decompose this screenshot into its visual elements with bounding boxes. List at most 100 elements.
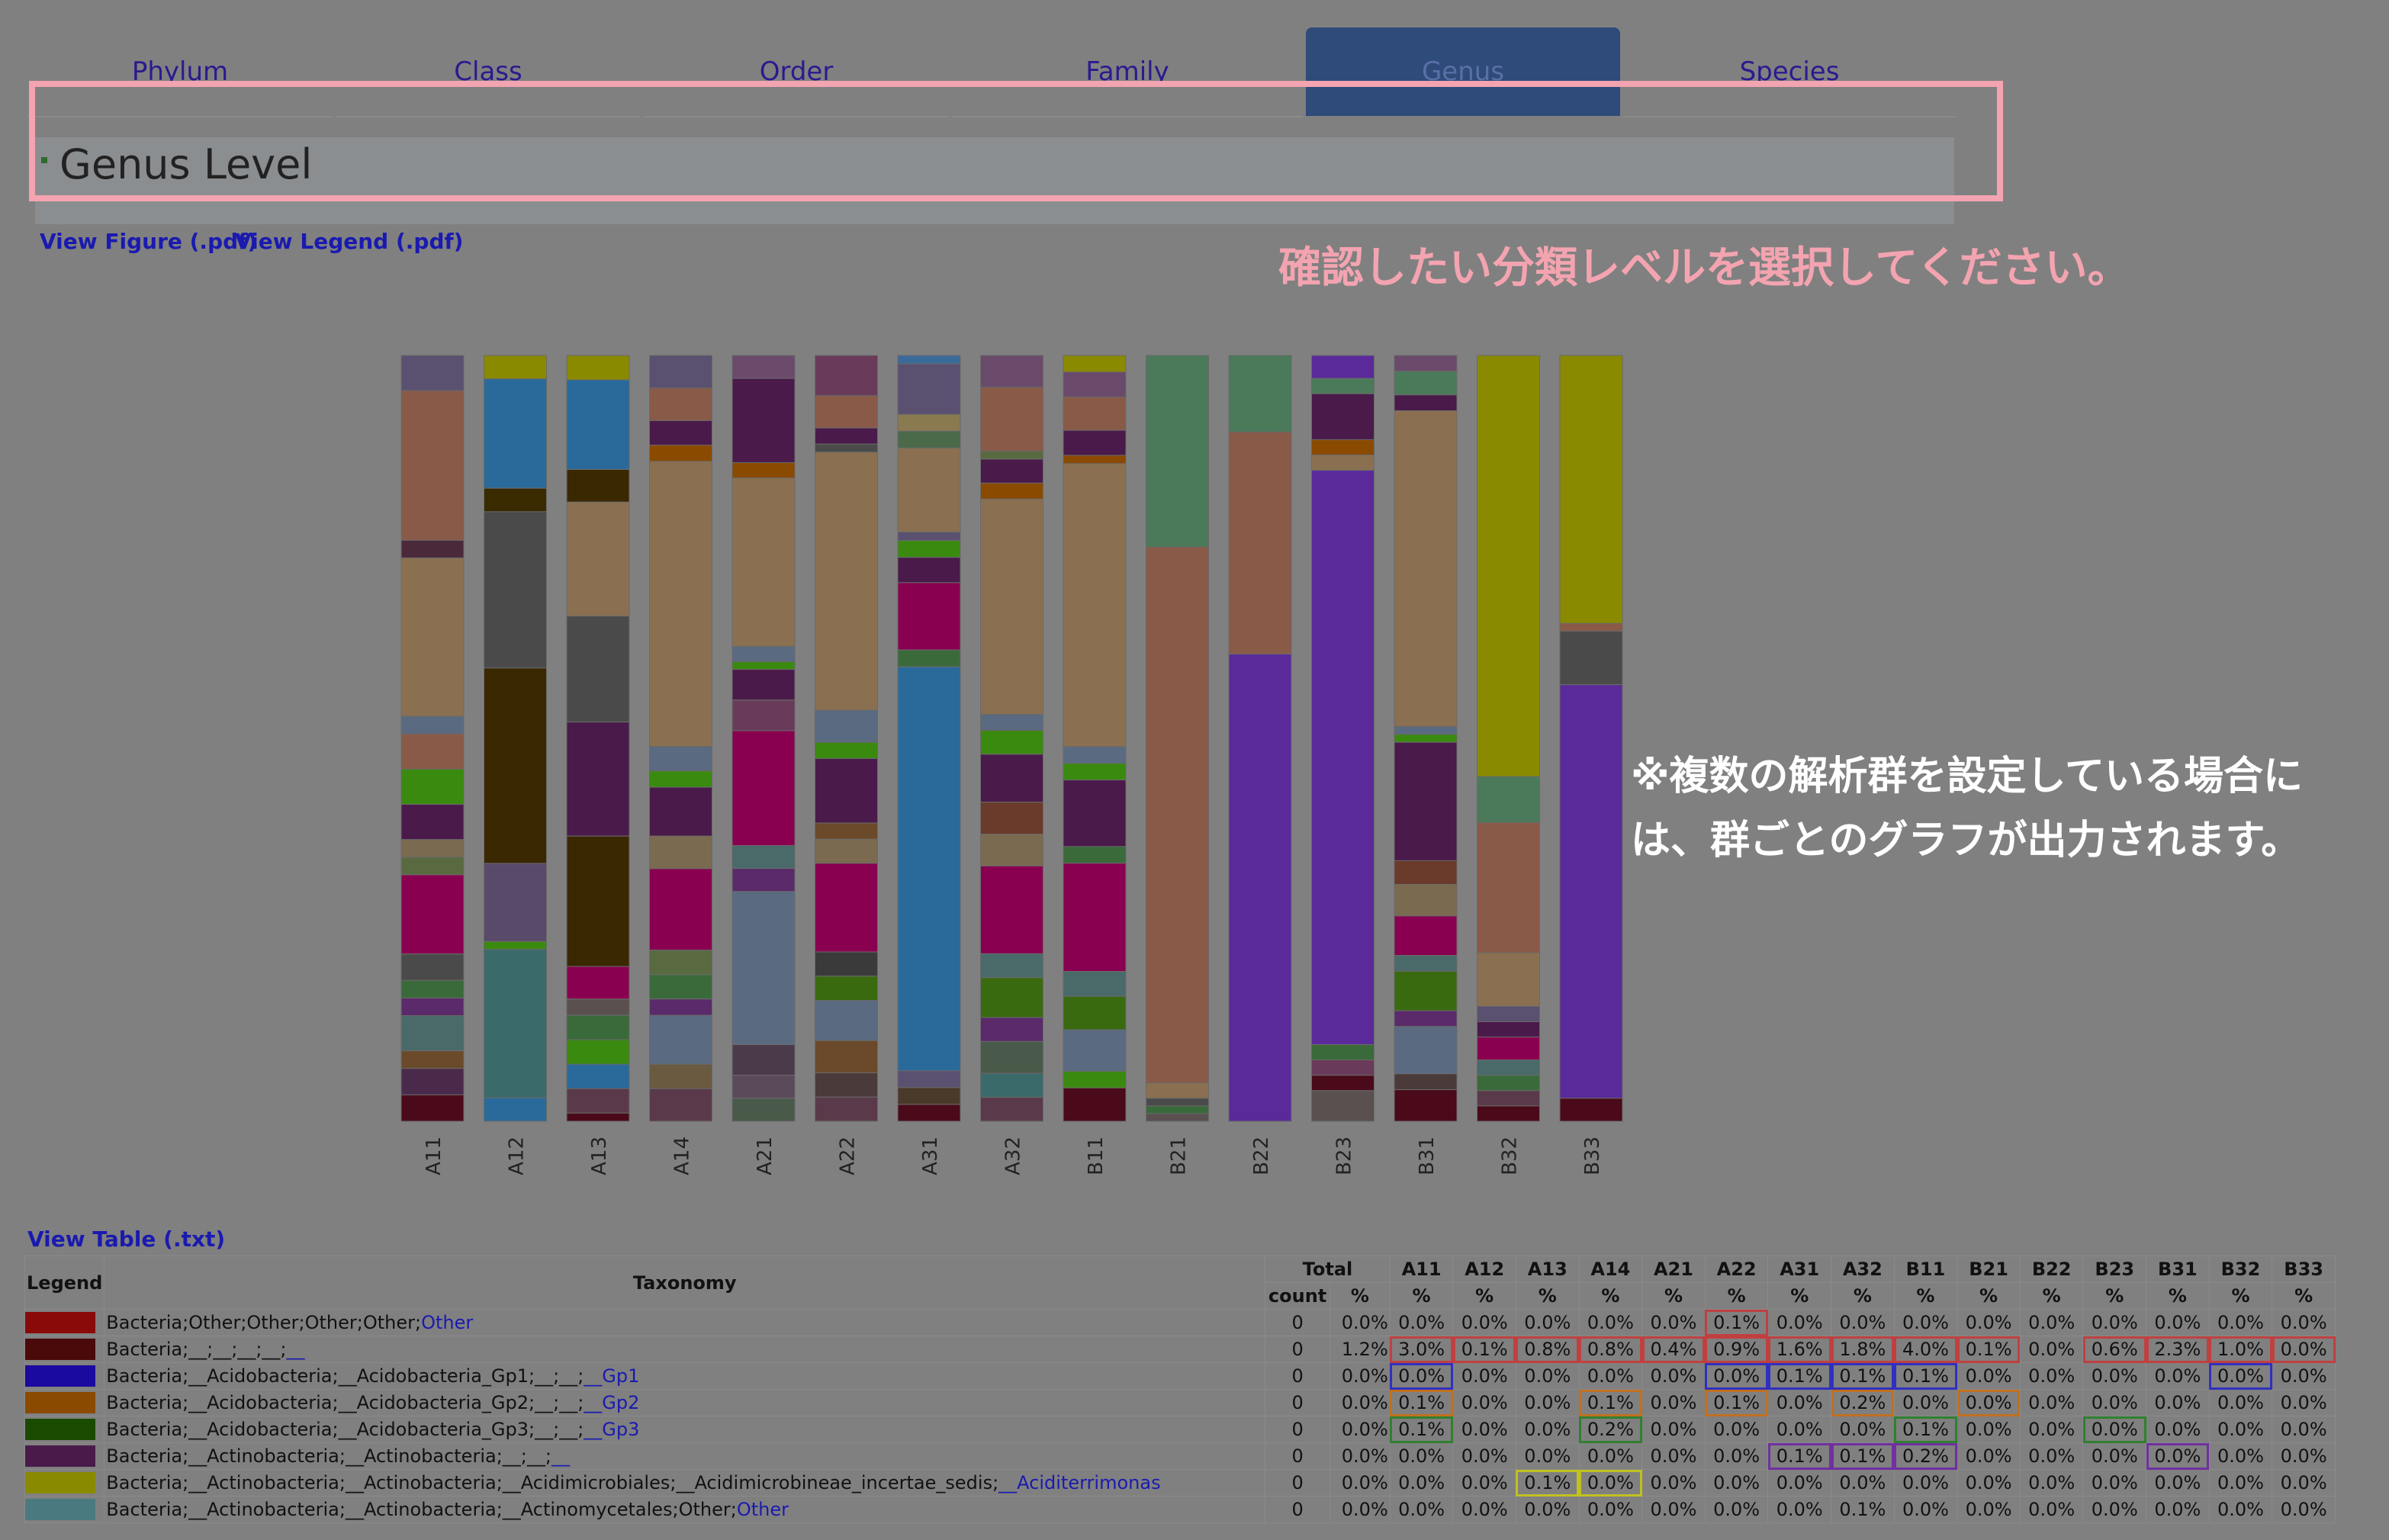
- bar-segment-B21-0: [1146, 355, 1209, 548]
- bar-segment-A32-17: [980, 1097, 1043, 1122]
- taxonomy-link[interactable]: __Gp3: [584, 1419, 640, 1440]
- bar-A12: [484, 355, 547, 1122]
- bar-segment-A14-8: [649, 835, 712, 870]
- legend-swatch: [24, 1389, 105, 1416]
- bar-segment-A31-13: [897, 1104, 961, 1122]
- taxonomy-link[interactable]: Other: [736, 1499, 789, 1520]
- bar-segment-B23-5: [1311, 470, 1375, 1046]
- bar-segment-B21-2: [1146, 1082, 1209, 1099]
- bar-segment-A22-7: [815, 757, 878, 824]
- bar-segment-A31-0: [897, 355, 961, 365]
- pct-cell-A12: 0.0%: [1452, 1416, 1516, 1443]
- pct-cell-A12: 0.0%: [1452, 1389, 1516, 1416]
- pct-cell-B33: 0.0%: [2272, 1336, 2336, 1363]
- bar-segment-B23-4: [1311, 455, 1375, 471]
- view-figure-link[interactable]: View Figure (.pdf): [40, 229, 258, 254]
- count-cell: 0: [1265, 1496, 1331, 1523]
- x-tick-label-B21: B21: [1168, 1137, 1191, 1175]
- pct-cell-B32: 0.0%: [2208, 1496, 2273, 1523]
- x-tick-label-A13: A13: [588, 1137, 611, 1175]
- title-bar: [35, 137, 1954, 224]
- bar-A11: [400, 355, 465, 1122]
- table-row: Bacteria;__Actinobacteria;__Actinobacter…: [24, 1496, 2336, 1523]
- bar-segment-A11-15: [400, 1050, 465, 1069]
- tab-genus[interactable]: Genus: [1306, 27, 1620, 116]
- bar-segment-A31-7: [897, 557, 961, 584]
- taxonomy-cell: Bacteria;__Actinobacteria;__Actinobacter…: [104, 1496, 1266, 1523]
- taxonomy-link[interactable]: __Gp2: [584, 1392, 640, 1413]
- pct-cell-B22: 0.0%: [2019, 1496, 2084, 1523]
- bar-segment-B23-1: [1311, 378, 1375, 394]
- pct-cell-B32: 0.0%: [2208, 1362, 2273, 1390]
- bar-segment-B21-3: [1146, 1098, 1209, 1107]
- header-total: Total: [1265, 1255, 1391, 1283]
- pct-cell-A13: 0.1%: [1515, 1469, 1580, 1497]
- header-sample-B33: B33: [2272, 1255, 2336, 1283]
- multi-group-annotation: ※複数の解析群を設定している場合に は、群ごとのグラフが出力されます。: [1631, 744, 2363, 873]
- legend-color-box: [25, 1392, 95, 1413]
- pct-cell-B23: 0.6%: [2082, 1336, 2147, 1363]
- pct-cell-B33: 0.0%: [2272, 1416, 2336, 1443]
- taxonomy-link[interactable]: __: [286, 1339, 305, 1360]
- table-row: Bacteria;__Acidobacteria;__Acidobacteria…: [24, 1389, 2336, 1416]
- pct-cell-B11: 0.0%: [1893, 1496, 1958, 1523]
- header-sample-A32: A32: [1831, 1255, 1895, 1283]
- bar-segment-B23-3: [1311, 439, 1375, 456]
- bar-segment-A13-6: [566, 835, 630, 967]
- bar-segment-B31-8: [1394, 883, 1458, 917]
- bar-segment-B31-15: [1394, 1089, 1458, 1122]
- pct-cell-A32: 0.1%: [1831, 1496, 1895, 1523]
- bar-segment-B11-3: [1063, 429, 1127, 456]
- taxonomy-table-wrapper: Legend Taxonomy Total A11 A12 A13 A14 A21 A22 A31…: [24, 1255, 2336, 1523]
- bar-segment-A22-2: [815, 427, 878, 445]
- legend-color-box: [25, 1419, 95, 1440]
- header-pct-A22: %: [1704, 1282, 1769, 1310]
- bar-segment-A21-9: [731, 845, 796, 870]
- bar-segment-B31-11: [1394, 970, 1458, 1011]
- bar-segment-A31-6: [897, 540, 961, 558]
- bar-segment-A14-2: [649, 420, 712, 445]
- bar-segment-B32-10: [1477, 1105, 1540, 1122]
- header-sample-A22: A22: [1704, 1255, 1769, 1283]
- pct-cell-B22: 0.0%: [2019, 1416, 2084, 1443]
- pct-cell-B31: 0.0%: [2146, 1416, 2210, 1443]
- bar-segment-A13-10: [566, 1039, 630, 1065]
- bar-segment-A32-12: [980, 953, 1043, 979]
- taxonomy-cell: Bacteria;Other;Other;Other;Other;Other: [104, 1309, 1266, 1336]
- bar-B21: [1146, 355, 1209, 1122]
- bar-segment-B32-4: [1477, 1005, 1540, 1022]
- taxonomy-link[interactable]: __Aciditerrimonas: [998, 1472, 1161, 1493]
- bar-segment-A32-7: [980, 730, 1043, 755]
- bar-segment-A12-4: [484, 667, 547, 864]
- header-legend: Legend: [24, 1255, 105, 1310]
- header-pct-B32: %: [2208, 1282, 2273, 1310]
- bar-segment-B23-7: [1311, 1059, 1375, 1076]
- count-cell: 0: [1265, 1469, 1331, 1497]
- count-cell: 0: [1265, 1362, 1331, 1390]
- view-legend-link[interactable]: View Legend (.pdf): [235, 229, 464, 254]
- bar-segment-A31-2: [897, 413, 961, 432]
- x-tick-label-B11: B11: [1085, 1137, 1108, 1175]
- taxonomy-link[interactable]: Other: [421, 1312, 474, 1333]
- pct-cell-B23: 0.0%: [2082, 1469, 2147, 1497]
- pct-cell-B32: 0.0%: [2208, 1389, 2273, 1416]
- taxonomy-link[interactable]: __Gp1: [584, 1365, 640, 1387]
- view-table-link[interactable]: View Table (.txt): [27, 1227, 226, 1252]
- multi-group-annotation-line1: ※複数の解析群を設定している場合に: [1631, 754, 2303, 799]
- taxonomy-link[interactable]: __: [551, 1445, 570, 1467]
- bar-segment-A21-12: [731, 1044, 796, 1076]
- table-row: Bacteria;__;__;__;__;__ 0 1.2% 3.0% 0.1% 0.8%…: [24, 1336, 2336, 1363]
- bar-segment-B11-15: [1063, 1087, 1127, 1122]
- bar-segment-A13-11: [566, 1063, 630, 1089]
- count-cell: 0: [1265, 1309, 1331, 1336]
- pct-cell-B33: 0.0%: [2272, 1362, 2336, 1390]
- header-pct-A31: %: [1767, 1282, 1832, 1310]
- bar-segment-B31-10: [1394, 955, 1458, 972]
- table-row: Bacteria;__Acidobacteria;__Acidobacteria…: [24, 1416, 2336, 1443]
- total-pct-cell: 0.0%: [1330, 1496, 1391, 1523]
- taxonomy-path: Bacteria;__Acidobacteria;__Acidobacteria…: [106, 1365, 584, 1387]
- bar-segment-A31-1: [897, 363, 961, 415]
- header-sample-A21: A21: [1641, 1255, 1706, 1283]
- bar-segment-A32-16: [980, 1072, 1043, 1098]
- bar-segment-B11-4: [1063, 455, 1127, 465]
